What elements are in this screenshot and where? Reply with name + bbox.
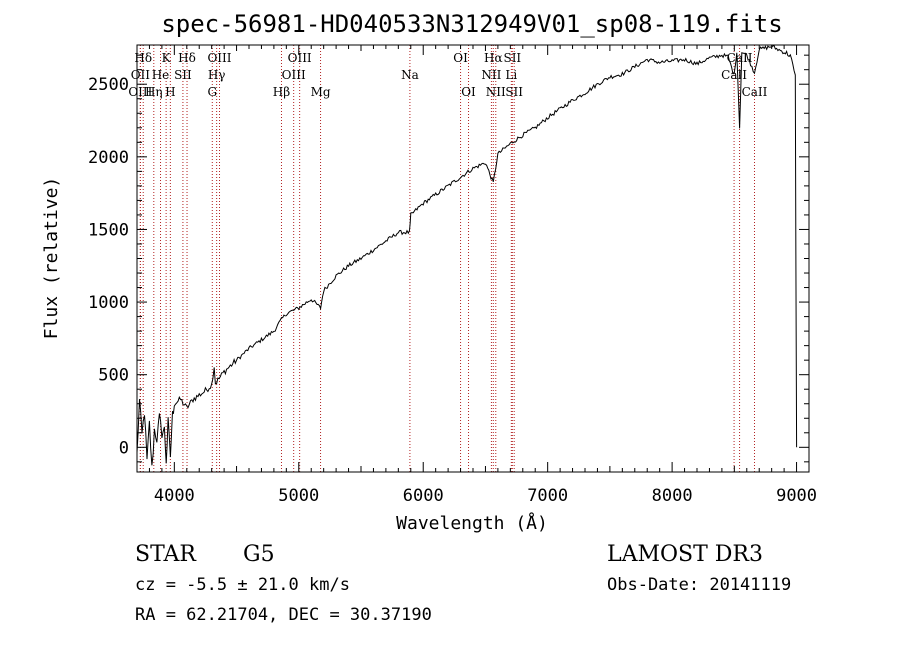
x-tick-label: 6000: [403, 486, 444, 506]
spectral-line-label: Na: [401, 68, 419, 82]
spectral-line-label: SII: [505, 85, 523, 99]
spectral-line-label: OII: [131, 68, 151, 82]
spectral-line-label: Li: [505, 68, 517, 82]
spectral-line-label: SII: [503, 51, 521, 65]
spectral-line-label: SII: [174, 68, 192, 82]
y-tick-label: 0: [119, 438, 129, 458]
survey-label: LAMOST DR3: [607, 542, 763, 567]
spectrum-line: [136, 45, 798, 466]
coordinates-text: RA = 62.21704, DEC = 30.37190: [135, 605, 432, 625]
object-class: STAR: [135, 542, 197, 567]
spectral-line-label: OIII: [282, 68, 306, 82]
spectral-line-label: Hη: [145, 85, 163, 99]
y-tick-label: 2500: [88, 75, 129, 95]
spectral-line-label: CaII: [742, 85, 768, 99]
object-subclass: G5: [243, 542, 275, 567]
spectral-line-label: Mg: [311, 85, 331, 99]
spectral-line-label: Hβ: [273, 85, 290, 99]
redshift-text: cz = -5.5 ± 21.0 km/s: [135, 575, 350, 595]
spectral-line-label: OI: [453, 51, 468, 65]
y-axis-label: Flux (relative): [41, 177, 62, 340]
spectral-line-label: Hα: [484, 51, 503, 65]
y-tick-label: 1500: [88, 220, 129, 240]
y-tick-label: 2000: [88, 148, 129, 168]
spectral-line-label: He: [152, 68, 170, 82]
x-tick-label: 9000: [776, 486, 817, 506]
spectral-line-label: Hδ: [178, 51, 196, 65]
spectral-line-markers: [139, 45, 755, 472]
x-tick-label: 4000: [154, 486, 195, 506]
spectral-line-label: G: [207, 85, 217, 99]
x-tick-label: 7000: [527, 486, 568, 506]
spectral-line-label: OIII: [288, 51, 312, 65]
spectral-line-label: Hδ: [134, 51, 152, 65]
x-axis-ticks: 4000 5000 6000 7000 8000 9000: [136, 45, 817, 506]
spectral-line-label: NII: [486, 85, 506, 99]
spectral-line-label: Hγ: [208, 68, 226, 82]
y-tick-label: 1000: [88, 293, 129, 313]
spectral-line-label: OIII: [207, 51, 231, 65]
y-axis-ticks: 0 500 1000 1500 2000 2500: [88, 54, 809, 463]
spectral-line-label: NII: [481, 68, 501, 82]
x-tick-label: 8000: [652, 486, 693, 506]
plot-frame: [136, 44, 810, 473]
chart-title: spec-56981-HD040533N312949V01_sp08-119.f…: [161, 10, 782, 38]
x-axis-label: Wavelength (Å): [396, 512, 548, 534]
x-tick-label: 5000: [278, 486, 319, 506]
spectral-line-label: H: [165, 85, 175, 99]
y-tick-label: 500: [98, 366, 129, 386]
spectral-line-label: OI: [461, 85, 476, 99]
spectral-line-label: OIII: [128, 85, 152, 99]
obs-date-text: Obs-Date: 20141119: [607, 575, 791, 595]
spectral-line-label: K: [162, 51, 172, 65]
